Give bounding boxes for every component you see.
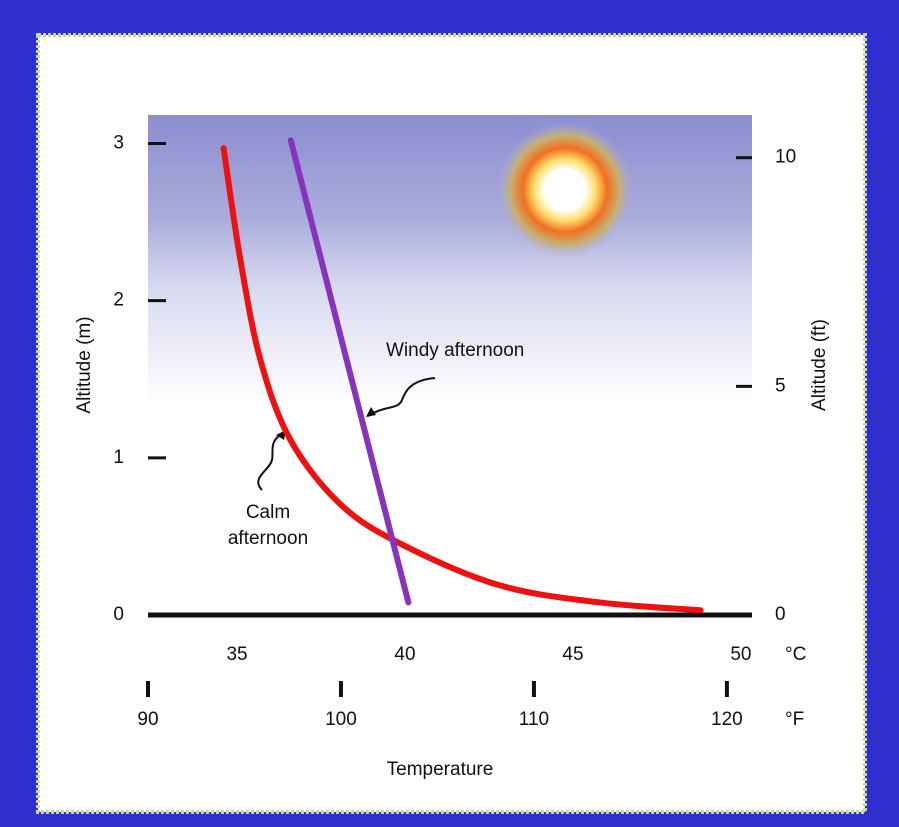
line <box>287 137 412 606</box>
x2-tick-label: 120 <box>711 709 743 730</box>
sun <box>497 122 633 258</box>
y-tick-label: 1 <box>113 447 124 468</box>
annotation-box: Windy afternoon <box>386 340 525 361</box>
arrow <box>367 377 436 417</box>
x2-tick-label: 100 <box>325 709 357 730</box>
annotation: Windy afternoon <box>386 340 525 361</box>
line <box>220 145 704 614</box>
y2-axis-label: Altitude (ft) <box>809 319 830 411</box>
arrow <box>257 431 285 491</box>
annotation-box: Calm afternoon <box>227 502 309 549</box>
x2-unit: °F <box>785 709 804 730</box>
x2-tick-label: 110 <box>519 709 549 730</box>
x-tick-label: 50 <box>730 644 751 665</box>
y-tick-label: 0 <box>113 604 124 625</box>
arrowhead <box>366 407 376 417</box>
x-tick-label: 45 <box>562 644 583 665</box>
x2-tick-label: 90 <box>137 709 158 730</box>
y-axis-label: Altitude (m) <box>74 316 95 413</box>
annotation: Calm afternoon <box>227 502 309 549</box>
x-tick-label: 35 <box>226 644 247 665</box>
x-tick-label: 40 <box>394 644 415 665</box>
x-axis-label: Temperature <box>387 759 494 780</box>
y2-tick-label: 5 <box>775 375 786 396</box>
y-tick-label: 2 <box>113 290 124 311</box>
sky-shading <box>148 115 752 405</box>
y2-tick-label: 0 <box>775 604 786 625</box>
x-unit: °C <box>785 644 806 665</box>
y2-tick-label: 10 <box>775 147 796 168</box>
y-tick-label: 3 <box>113 132 124 153</box>
